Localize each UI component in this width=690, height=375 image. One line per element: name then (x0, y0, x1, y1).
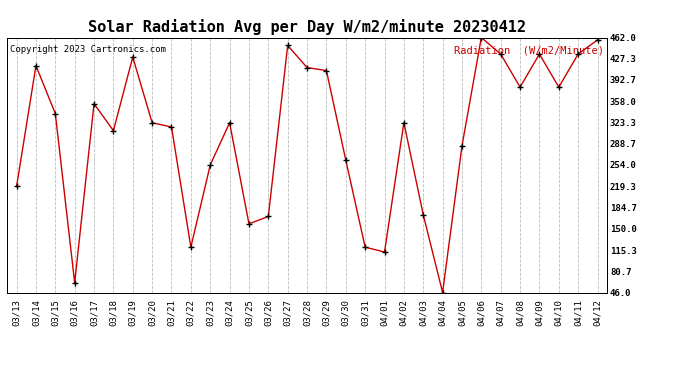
Text: Copyright 2023 Cartronics.com: Copyright 2023 Cartronics.com (10, 45, 166, 54)
Text: Radiation  (W/m2/Minute): Radiation (W/m2/Minute) (454, 45, 604, 55)
Title: Solar Radiation Avg per Day W/m2/minute 20230412: Solar Radiation Avg per Day W/m2/minute … (88, 19, 526, 35)
